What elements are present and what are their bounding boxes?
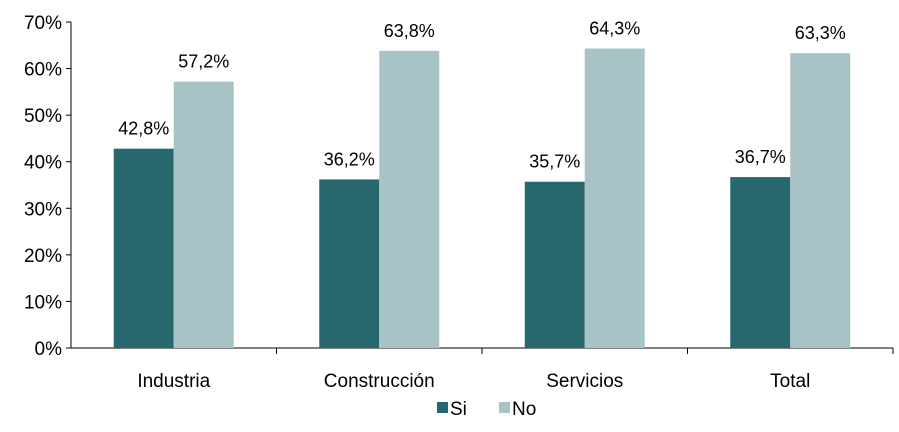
x-category-label: Construcción xyxy=(324,371,435,392)
y-tick-label: 60% xyxy=(24,60,62,81)
bar-si-servicios xyxy=(524,181,585,348)
y-tick-label: 0% xyxy=(35,339,63,360)
legend-label-no: No xyxy=(512,399,536,420)
x-category-label: Servicios xyxy=(546,371,623,392)
y-tick-label: 40% xyxy=(24,153,62,174)
bar-no-servicios xyxy=(584,48,645,348)
data-label: 36,7% xyxy=(735,147,786,167)
y-tick-label: 50% xyxy=(24,106,62,127)
legend-label-si: Si xyxy=(450,399,467,420)
y-tick-label: 20% xyxy=(24,246,62,267)
data-label: 64,3% xyxy=(589,19,640,39)
bar-si-total xyxy=(730,177,791,348)
bars xyxy=(113,48,851,349)
y-tick-label: 10% xyxy=(24,292,62,313)
bar-si-industria xyxy=(113,148,174,348)
data-label: 63,8% xyxy=(384,21,435,41)
data-label: 36,2% xyxy=(324,149,375,169)
legend: Si No xyxy=(437,399,536,420)
bar-no-total xyxy=(790,53,851,349)
bar-no-construcción xyxy=(379,50,440,348)
data-label: 42,8% xyxy=(118,119,169,139)
y-tick-label: 70% xyxy=(24,13,62,34)
bar-no-industria xyxy=(173,81,234,349)
data-labels: 42,8% 57,2% 36,2% 63,8% 35,7% 64,3% 36,7% 63,3% xyxy=(118,19,846,172)
x-category-label: Total xyxy=(770,371,810,392)
data-label: 63,3% xyxy=(795,23,846,43)
legend-swatch-no xyxy=(499,402,510,413)
x-category-label: Industria xyxy=(137,371,210,392)
data-label: 57,2% xyxy=(178,52,229,72)
legend-swatch-si xyxy=(437,402,448,413)
data-label: 35,7% xyxy=(529,152,580,172)
bar-si-construcción xyxy=(319,179,380,348)
y-tick-label: 30% xyxy=(24,199,62,220)
axes: 0% 10% 20% 30% 40% 50% 60% 70% Industria Construc… xyxy=(24,13,894,392)
